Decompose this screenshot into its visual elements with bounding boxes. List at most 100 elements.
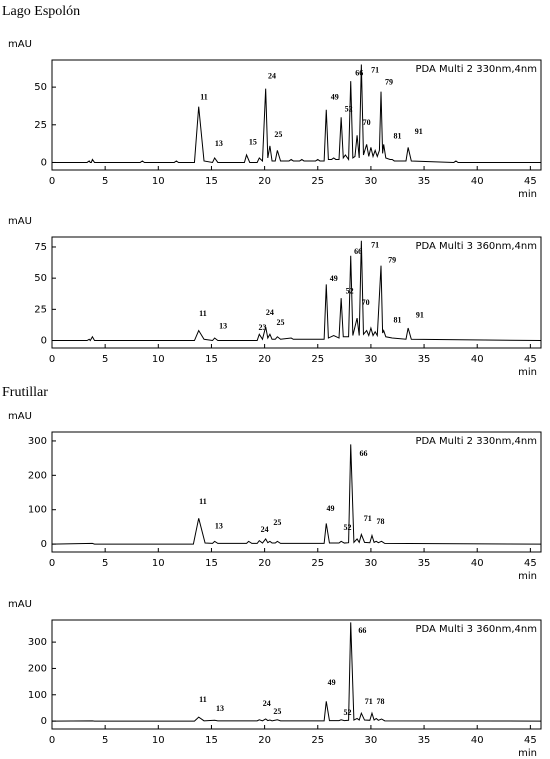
chromatogram-trace [52,64,541,164]
peak-label: 66 [358,626,366,635]
x-tick-label: 20 [258,354,271,365]
channel-label: PDA Multi 2 330nm,4nm [415,64,537,75]
peak-label: 52 [344,708,352,717]
peak-label: 71 [371,65,379,74]
x-tick-label: 30 [365,735,378,746]
y-axis-label: mAU [8,39,32,50]
peak-label: 23 [258,323,266,332]
peak-label: 49 [328,678,336,687]
peak-label: 66 [354,247,362,256]
y-tick-label: 300 [28,436,47,447]
x-tick-label: 30 [365,558,378,569]
peak-label: 81 [393,315,401,324]
peak-label: 91 [416,310,424,319]
peak-label: 13 [216,704,224,713]
peak-label: 79 [388,256,396,265]
x-tick-label: 5 [102,735,108,746]
peak-label: 52 [344,523,352,532]
y-tick-label: 100 [28,505,47,516]
x-tick-label: 40 [471,176,484,187]
y-axis-label: mAU [8,411,32,422]
x-tick-label: 20 [258,735,271,746]
peak-label: 11 [199,695,207,704]
x-tick-label: 10 [152,176,165,187]
y-tick-label: 25 [34,304,47,315]
peak-label: 15 [249,138,257,147]
x-tick-label: 20 [258,176,271,187]
x-tick-label: 40 [471,735,484,746]
peak-label: 24 [263,699,271,708]
y-tick-label: 0 [41,539,47,550]
peak-label: 91 [415,127,423,136]
x-tick-label: 15 [205,354,218,365]
peak-label: 49 [331,92,339,101]
x-tick-label: 35 [418,354,431,365]
x-tick-label: 0 [49,176,55,187]
x-tick-label: 40 [471,558,484,569]
y-axis-label: mAU [8,599,32,610]
peak-label: 25 [273,518,281,527]
peak-label: 70 [362,298,370,307]
peak-label: 25 [277,318,285,327]
x-tick-label: 15 [205,176,218,187]
x-tick-label: 45 [524,354,537,365]
channel-label: PDA Multi 2 330nm,4nm [415,436,537,447]
plot-frame [51,236,542,349]
x-tick-label: 5 [102,558,108,569]
peak-label: 81 [393,132,401,141]
peak-label: 78 [376,517,384,526]
peak-label: 49 [330,274,338,283]
x-tick-label: 15 [205,735,218,746]
y-tick-label: 200 [28,663,47,674]
peak-label: 24 [268,71,276,80]
peak-label: 13 [215,522,223,531]
y-tick-label: 200 [28,470,47,481]
x-tick-label: 0 [49,735,55,746]
y-tick-label: 0 [41,157,47,168]
x-tick-label: 45 [524,735,537,746]
plot-frame [51,619,542,730]
peak-label: 11 [199,309,207,318]
y-tick-label: 100 [28,690,47,701]
peak-label: 24 [266,308,274,317]
x-tick-label: 35 [418,558,431,569]
section-title: Lago Espolón [2,4,80,19]
x-axis-label: min [518,189,537,200]
x-tick-label: 10 [152,558,165,569]
x-tick-label: 30 [365,354,378,365]
y-tick-label: 300 [28,637,47,648]
x-axis-label: min [518,748,537,759]
x-tick-label: 15 [205,558,218,569]
peak-label: 71 [371,241,379,250]
peak-label: 70 [363,118,371,127]
y-tick-label: 0 [41,336,47,347]
x-axis-label: min [518,571,537,582]
peak-label: 79 [385,77,393,86]
peak-label: 11 [200,92,208,101]
x-tick-label: 10 [152,735,165,746]
peak-label: 25 [273,707,281,716]
x-axis-label: min [518,367,537,378]
peak-label: 11 [199,497,207,506]
x-tick-label: 40 [471,354,484,365]
x-tick-label: 5 [102,354,108,365]
x-tick-label: 35 [418,735,431,746]
peak-label: 13 [219,322,227,331]
peak-label: 66 [355,68,363,77]
x-tick-label: 30 [365,176,378,187]
x-tick-label: 10 [152,354,165,365]
x-tick-label: 0 [49,558,55,569]
x-tick-label: 25 [311,558,324,569]
plot-frame [51,59,542,171]
x-tick-label: 20 [258,558,271,569]
chromatogram-trace [52,240,542,342]
section-title: Frutillar [2,385,48,400]
x-tick-label: 25 [311,735,324,746]
x-tick-label: 45 [524,176,537,187]
y-axis-label: mAU [8,216,32,227]
y-tick-label: 75 [34,242,47,253]
chromatogram-trace [51,622,542,722]
peak-label: 71 [364,514,372,523]
peak-label: 13 [215,139,223,148]
